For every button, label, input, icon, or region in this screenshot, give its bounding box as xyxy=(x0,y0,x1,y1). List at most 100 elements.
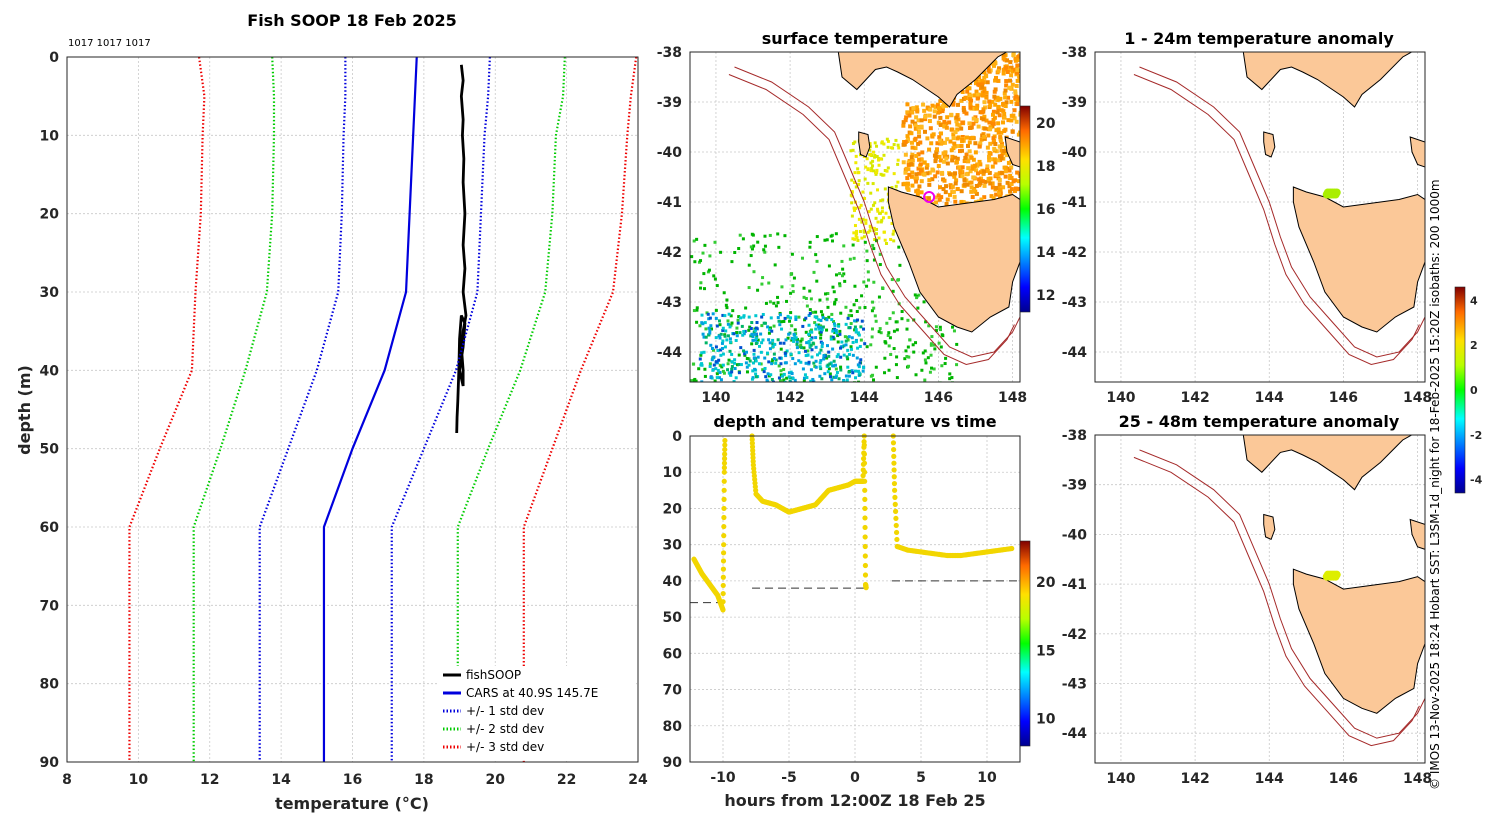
sst-pixel xyxy=(994,128,999,133)
sst-pixel xyxy=(988,127,993,132)
sst-pixel xyxy=(819,332,823,336)
sst-pixel xyxy=(759,350,763,354)
sst-pixel xyxy=(933,104,938,109)
sst-pixel xyxy=(790,324,794,328)
sst-pixel xyxy=(876,220,880,224)
sst-pixel xyxy=(859,338,863,342)
sst-pixel xyxy=(721,363,725,367)
sst-pixel xyxy=(857,217,861,221)
sst-pixel xyxy=(776,232,780,236)
sst-pixel xyxy=(865,345,869,349)
sst-pixel xyxy=(919,118,924,123)
sst-pixel xyxy=(723,345,727,349)
sst-pixel xyxy=(996,104,1001,109)
sst-pixel xyxy=(708,328,712,332)
lat-tick-label: -40 xyxy=(657,145,683,161)
sst-pixel xyxy=(916,190,921,195)
sst-pixel xyxy=(880,140,884,144)
sst-pixel xyxy=(847,374,851,378)
time-depth-point xyxy=(720,590,726,597)
sst-pixel xyxy=(806,353,810,357)
sst-pixel xyxy=(782,372,786,376)
sst-pixel xyxy=(761,312,765,316)
sst-pixel xyxy=(793,378,797,382)
sst-pixel xyxy=(876,207,880,211)
sst-pixel xyxy=(977,159,982,164)
time-x-tick: 0 xyxy=(850,770,860,786)
sst-pixel xyxy=(1000,151,1005,156)
sst-pixel xyxy=(738,233,742,237)
sst-pixel xyxy=(723,334,727,338)
sst-pixel xyxy=(825,344,829,348)
sst-pixel xyxy=(975,92,980,97)
sst-pixel xyxy=(903,170,908,175)
anomaly-colorbar-tick: 2 xyxy=(1470,339,1478,352)
sst-pixel xyxy=(844,305,848,309)
sst-pixel xyxy=(701,322,705,326)
sst-pixel xyxy=(750,247,754,251)
sst-pixel xyxy=(709,375,713,379)
sst-pixel xyxy=(947,120,952,125)
sst-pixel xyxy=(964,135,969,140)
sst-pixel xyxy=(937,154,942,159)
time-depth-point xyxy=(720,599,726,605)
sst-pixel xyxy=(699,281,703,285)
sst-pixel xyxy=(751,376,755,380)
sst-pixel xyxy=(853,171,857,175)
sst-pixel xyxy=(856,318,860,322)
sst-pixel xyxy=(889,237,893,241)
sst-pixel xyxy=(906,160,911,165)
sst-map-panel: surface temperature 140 142 144 146 148 -38 -3… xyxy=(657,29,1056,406)
sst-pixel xyxy=(883,356,887,360)
sst-pixel xyxy=(772,324,776,328)
sst-pixel xyxy=(940,104,945,109)
sst-pixel xyxy=(732,380,736,382)
sst-pixel xyxy=(703,243,707,247)
sst-pixel xyxy=(971,157,976,162)
sst-pixel xyxy=(804,297,808,301)
time-depth-point xyxy=(722,442,728,448)
sst-pixel xyxy=(960,165,965,170)
sst-pixel xyxy=(943,190,948,195)
sst-pixel xyxy=(763,250,767,254)
sst-pixel xyxy=(840,274,844,278)
side-note: © IMOS 13-Nov-2025 18:24 Hobart SST: L3S… xyxy=(1428,179,1442,790)
sst-pixel xyxy=(763,366,767,370)
sst-pixel xyxy=(881,173,885,177)
sst-pixel xyxy=(819,324,823,328)
time-depth-point xyxy=(861,469,868,475)
sst-pixel xyxy=(721,339,725,343)
sst-pixel xyxy=(764,301,768,305)
sst-pixel xyxy=(917,157,922,162)
sst-pixel xyxy=(892,347,896,351)
sst-pixel xyxy=(832,359,836,363)
sst-pixel xyxy=(951,102,956,107)
sst-pixel xyxy=(853,224,857,228)
lat-tick-label: -44 xyxy=(657,345,683,361)
sst-pixel xyxy=(989,157,994,162)
sst-pixel xyxy=(779,369,783,373)
map-frame xyxy=(1094,51,1426,383)
sst-pixel xyxy=(999,108,1004,113)
x-tick-label: 24 xyxy=(628,772,648,788)
sst-pixel xyxy=(905,134,910,139)
sst-pixel xyxy=(927,170,932,175)
sst-pixel xyxy=(872,247,876,251)
sst-pixel xyxy=(879,172,883,176)
sst-pixel xyxy=(939,195,944,200)
sst-pixel xyxy=(936,120,941,125)
sst-pixel xyxy=(730,352,734,356)
sst-pixel xyxy=(913,293,917,297)
time-y-tick: 90 xyxy=(663,755,683,771)
sst-pixel xyxy=(725,306,729,310)
flinders-island xyxy=(1004,136,1020,168)
sst-pixel xyxy=(907,355,911,359)
sst-pixel xyxy=(799,343,803,347)
sst-pixel xyxy=(832,375,836,379)
sst-pixel xyxy=(871,164,875,168)
sst-pixel xyxy=(1001,120,1006,125)
sst-pixel xyxy=(992,94,997,99)
sst-pixel xyxy=(825,238,829,242)
sst-pixel xyxy=(869,191,873,195)
sst-pixel xyxy=(901,160,906,165)
